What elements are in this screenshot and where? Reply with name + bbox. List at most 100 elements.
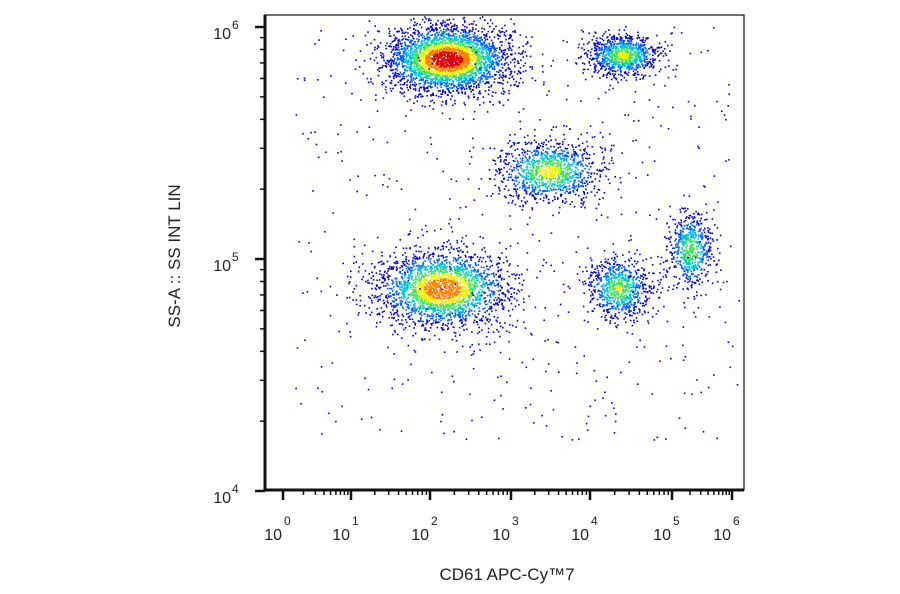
- data-point: [484, 260, 487, 263]
- data-point: [421, 285, 423, 287]
- data-point: [426, 291, 429, 293]
- data-point: [406, 313, 408, 315]
- data-point: [438, 78, 441, 81]
- data-point: [460, 322, 463, 324]
- data-point: [426, 79, 429, 82]
- data-point: [483, 278, 485, 280]
- data-point: [400, 56, 402, 58]
- data-point: [426, 285, 429, 287]
- data-point: [429, 49, 432, 51]
- data-point: [414, 46, 416, 48]
- data-point: [510, 84, 512, 87]
- data-point: [436, 68, 439, 71]
- data-point: [444, 51, 447, 54]
- data-point: [455, 288, 458, 290]
- data-point: [421, 73, 424, 76]
- data-point: [473, 42, 476, 45]
- data-point: [458, 70, 460, 73]
- data-point: [476, 35, 479, 37]
- data-point: [386, 60, 389, 63]
- data-point: [416, 299, 418, 302]
- data-point: [488, 54, 490, 56]
- data-point: [435, 70, 438, 72]
- data-point: [493, 51, 496, 54]
- data-point: [355, 59, 357, 61]
- data-point: [452, 275, 455, 278]
- data-point: [446, 265, 449, 268]
- data-point: [444, 41, 446, 43]
- data-point: [439, 56, 441, 59]
- data-point: [445, 29, 448, 32]
- data-point: [448, 54, 450, 56]
- data-point: [468, 59, 470, 62]
- data-point: [419, 293, 421, 295]
- data-point: [437, 57, 440, 60]
- data-point: [396, 63, 398, 66]
- data-point: [507, 66, 510, 69]
- data-point: [442, 69, 444, 72]
- data-point: [447, 73, 449, 76]
- data-point: [460, 294, 462, 297]
- data-point: [439, 69, 442, 72]
- data-point: [487, 30, 490, 33]
- data-point: [424, 47, 426, 50]
- data-point: [407, 53, 409, 55]
- data-point: [425, 329, 428, 331]
- data-point: [422, 234, 424, 237]
- data-point: [452, 305, 454, 307]
- data-point: [464, 282, 467, 284]
- data-point: [487, 93, 490, 96]
- data-point: [425, 28, 428, 31]
- data-point: [504, 294, 507, 296]
- data-point: [483, 284, 485, 286]
- data-point: [402, 281, 405, 283]
- data-point: [451, 231, 454, 233]
- data-point: [436, 83, 439, 86]
- data-point: [386, 287, 389, 290]
- data-point: [466, 35, 469, 38]
- data-point: [410, 272, 412, 275]
- data-point: [482, 46, 485, 49]
- data-point: [467, 43, 470, 46]
- data-point: [466, 300, 469, 302]
- data-point: [507, 63, 510, 66]
- data-point: [457, 88, 459, 90]
- data-point: [455, 300, 457, 302]
- data-point: [428, 19, 430, 22]
- data-point: [442, 255, 444, 257]
- data-point: [454, 305, 456, 308]
- data-point: [469, 68, 471, 70]
- data-point: [406, 46, 409, 48]
- data-point: [421, 47, 423, 49]
- data-point: [395, 84, 397, 86]
- data-point: [498, 60, 500, 63]
- data-point: [439, 291, 442, 293]
- data-point: [395, 74, 398, 77]
- data-point: [513, 291, 515, 294]
- data-point: [374, 295, 377, 297]
- data-point: [425, 48, 427, 50]
- data-point: [518, 303, 520, 306]
- data-point: [449, 57, 452, 59]
- data-point: [498, 82, 501, 84]
- data-point: [413, 62, 415, 65]
- data-point: [403, 76, 405, 78]
- data-point: [426, 274, 428, 277]
- data-point: [466, 260, 469, 263]
- data-point: [438, 312, 440, 314]
- data-point: [479, 256, 482, 259]
- data-point: [414, 54, 416, 56]
- data-point: [488, 273, 491, 276]
- data-point: [444, 36, 446, 38]
- data-point: [474, 82, 476, 84]
- data-point: [492, 68, 494, 70]
- data-point: [474, 66, 477, 69]
- data-point: [402, 277, 404, 280]
- data-point: [458, 61, 461, 63]
- data-point: [491, 61, 494, 64]
- data-point: [422, 40, 424, 42]
- data-point: [454, 332, 457, 334]
- data-point: [437, 313, 439, 316]
- data-point: [509, 263, 511, 265]
- data-point: [395, 262, 397, 265]
